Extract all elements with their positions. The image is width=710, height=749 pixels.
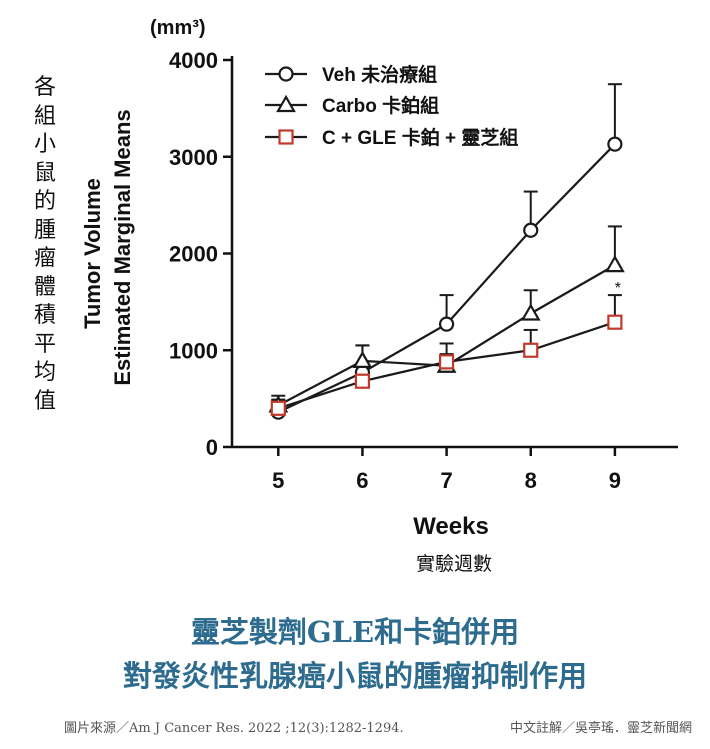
- x-axis-label: Weeks: [413, 513, 489, 540]
- x-tick-label: 8: [525, 468, 537, 493]
- y-tick-label: 1000: [169, 338, 218, 363]
- data-point-circle: [523, 222, 539, 238]
- data-point-square: [523, 342, 539, 358]
- x-tick-label: 9: [609, 468, 621, 493]
- x-tick-label: 6: [356, 468, 368, 493]
- data-point-triangle: [604, 254, 625, 273]
- y-tick-label: 2000: [169, 242, 218, 267]
- legend-marker-triangle: [276, 94, 296, 113]
- data-point-square: [438, 354, 455, 370]
- data-point-circle: [438, 316, 455, 332]
- y-tick-label: 4000: [169, 48, 218, 73]
- data-point-triangle: [352, 350, 373, 368]
- legend-label-circle: Veh 未治療組: [322, 63, 437, 86]
- annotation-credit: 中文註解／吳亭瑤．靈芝新聞網: [509, 721, 692, 736]
- legend-label-square: C + GLE 卡鉑 + 靈芝組: [322, 126, 518, 149]
- y-unit-label: (mm³): [150, 17, 206, 39]
- legend-marker-square: [278, 129, 294, 145]
- significance-asterisk: *: [615, 280, 621, 297]
- caption-line-2: 對發炎性乳腺癌小鼠的腫瘤抑制作用: [122, 659, 587, 693]
- data-point-square: [354, 373, 371, 389]
- y-axis-label-chinese: 各組小鼠的腫瘤體積平均值: [33, 75, 56, 414]
- y-tick-label: 3000: [169, 145, 218, 170]
- data-point-square: [270, 400, 286, 416]
- y-tick-label: 0: [206, 435, 218, 460]
- legend-label-triangle: Carbo 卡鉑組: [322, 94, 439, 117]
- x-axis-label-chinese: 實驗週數: [416, 553, 492, 575]
- data-point-triangle: [520, 303, 541, 321]
- data-point-square: [607, 314, 623, 330]
- series-line-triangle: [277, 264, 616, 407]
- x-tick-label: 7: [440, 468, 452, 493]
- x-tick-label: 5: [272, 468, 284, 493]
- image-source-credit: 圖片來源／Am J Cancer Res. 2022 ;12(3):1282-1…: [64, 721, 404, 736]
- y-axis-label-line-2: Estimated Marginal Means: [110, 109, 135, 385]
- caption-line-1: 靈芝製劑GLE和卡鉑併用: [190, 615, 520, 649]
- legend-marker-circle: [278, 66, 294, 82]
- data-point-circle: [607, 136, 623, 152]
- y-axis-label-line-1: Tumor Volume: [80, 178, 105, 329]
- tumor-volume-chart: 0 1000 2000 3000 4000 5 6 7 8 9 (mm³) Tumor Volume E…: [80, 17, 678, 575]
